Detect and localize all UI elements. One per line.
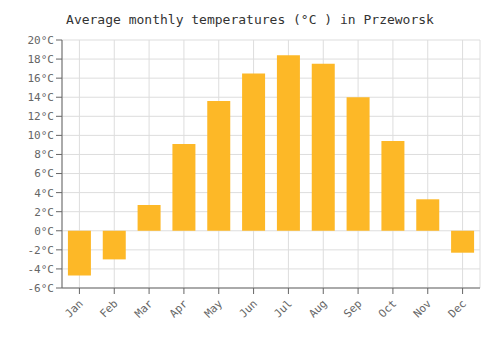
svg-text:Nov: Nov [411,297,435,321]
svg-text:-4°C: -4°C [28,263,55,276]
html-text:Average monthly temperatures (: Average monthly temperatures (°C ) in Pr… [66,12,434,27]
svg-text:Mar: Mar [132,297,156,321]
svg-text:Jul: Jul [272,297,295,320]
svg-text:May: May [202,297,226,321]
svg-text:8°C: 8°C [34,148,54,161]
svg-text:Oct: Oct [376,297,399,320]
svg-text:Jan: Jan [63,297,86,320]
svg-text:-6°C: -6°C [28,282,55,295]
svg-text:18°C: 18°C [28,53,55,66]
svg-text:16°C: 16°C [28,72,55,85]
svg-text:10°C: 10°C [28,129,55,142]
svg-text:0°C: 0°C [34,225,54,238]
svg-text:Jun: Jun [237,297,260,320]
svg-text:2°C: 2°C [34,206,54,219]
svg-text:Sep: Sep [341,297,364,320]
svg-text:12°C: 12°C [28,110,55,123]
svg-text:4°C: 4°C [34,187,54,200]
svg-text:Aug: Aug [306,297,329,320]
svg-text:Dec: Dec [446,297,469,320]
svg-text:6°C: 6°C [34,167,54,180]
svg-text:-2°C: -2°C [28,244,55,257]
svg-text:14°C: 14°C [28,91,55,104]
svg-text:Feb: Feb [97,297,120,320]
svg-text:20°C: 20°C [28,34,55,47]
svg-text:Apr: Apr [167,297,191,321]
